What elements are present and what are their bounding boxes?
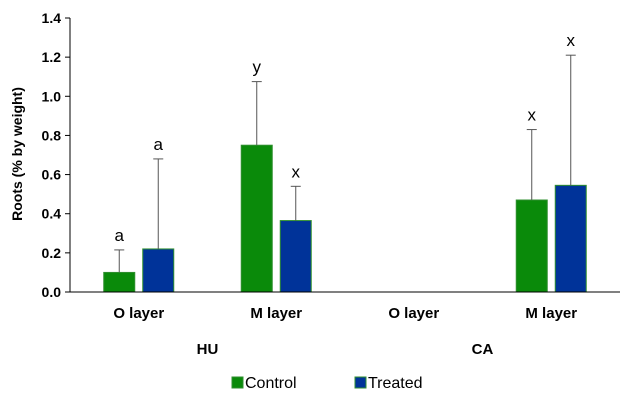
bars	[103, 144, 587, 293]
bar-control	[103, 271, 136, 293]
x-group-label: HU	[197, 341, 219, 358]
bar-treated	[279, 220, 312, 293]
x-category-label: M layer	[525, 305, 577, 322]
x-axis-categories: O layer M layer O layer M layer	[113, 305, 577, 322]
bar-control	[515, 199, 548, 293]
x-category-label: M layer	[250, 305, 302, 322]
y-tick-label: 0.6	[42, 167, 62, 183]
y-tick-label: 0.0	[42, 284, 62, 300]
significance-label: x	[528, 106, 537, 125]
significance-label: y	[253, 58, 262, 77]
y-axis-ticks: 0.0 0.2 0.4 0.6 0.8 1.0 1.2 1.4	[42, 10, 70, 300]
y-tick-label: 0.4	[42, 206, 62, 222]
y-tick-label: 0.8	[42, 127, 62, 143]
legend-swatch-control	[231, 376, 244, 389]
y-axis-title-group: Roots (% by weight)	[9, 87, 25, 221]
x-axis-groups: HU CA	[197, 341, 494, 358]
significance-labels: a a y x x x	[115, 31, 576, 245]
y-tick-label: 1.4	[42, 10, 62, 26]
significance-label: x	[567, 31, 576, 50]
legend-swatch-treated	[354, 376, 367, 389]
significance-label: a	[154, 135, 164, 154]
x-category-label: O layer	[113, 305, 164, 322]
error-bars	[114, 54, 576, 273]
significance-label: a	[115, 226, 125, 245]
legend-label: Control	[245, 375, 297, 392]
significance-label: x	[292, 162, 301, 181]
axes	[69, 18, 620, 293]
legend: Control Treated	[231, 375, 423, 392]
x-group-label: CA	[472, 341, 494, 358]
y-tick-label: 1.0	[42, 88, 62, 104]
y-axis-label: Roots (% by weight)	[9, 87, 25, 221]
bar-control	[240, 144, 273, 293]
x-category-label: O layer	[388, 305, 439, 322]
bar-treated	[554, 184, 587, 293]
y-tick-label: 1.2	[42, 49, 62, 65]
bar-treated	[142, 248, 175, 293]
legend-label: Treated	[368, 375, 423, 392]
y-tick-label: 0.2	[42, 245, 62, 261]
